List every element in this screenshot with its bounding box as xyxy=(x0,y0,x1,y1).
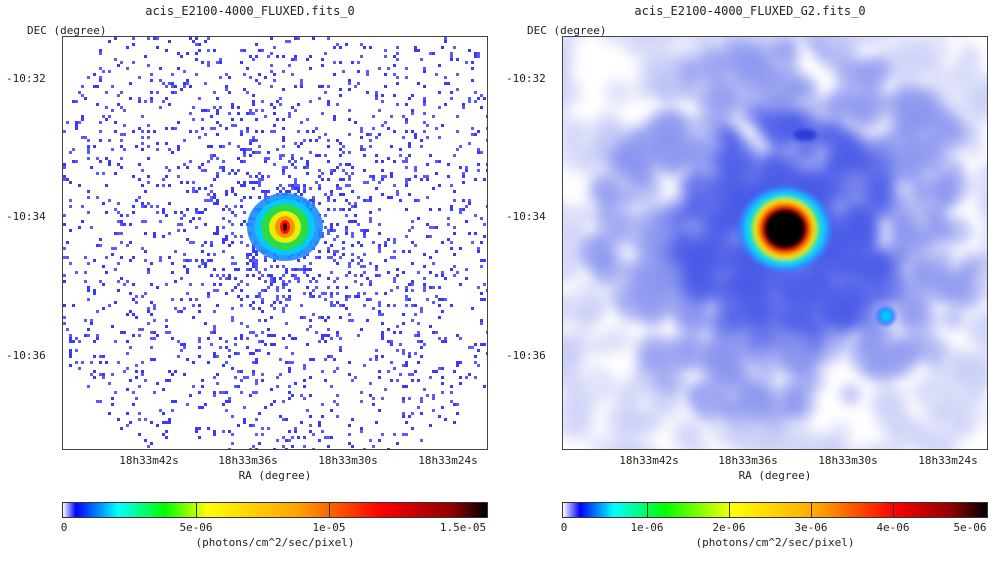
right-y-axis-label: DEC (degree) xyxy=(527,24,607,37)
left-x-axis-label: RA (degree) xyxy=(238,469,312,482)
left-colorbar-label: 0 xyxy=(60,521,68,534)
left-x-tick-label: 18h33m36s xyxy=(218,454,278,467)
right-image-panel: acis_E2100-4000_FLUXED_G2.fits_0 DEC (de… xyxy=(500,0,1000,572)
left-y-tick-label: -10:36 xyxy=(6,349,46,362)
left-y-axis-label: DEC (degree) xyxy=(27,24,107,37)
left-y-tick-label: -10:32 xyxy=(6,72,46,85)
right-y-tick-label: -10:34 xyxy=(506,210,546,223)
right-colorbar-label: 1e-06 xyxy=(630,521,664,534)
right-colorbar-unit: (photons/cm^2/sec/pixel) xyxy=(695,536,855,549)
right-x-tick-label: 18h33m24s xyxy=(918,454,978,467)
left-x-tick-label: 18h33m42s xyxy=(119,454,179,467)
right-colorbar-label: 4e-06 xyxy=(876,521,910,534)
left-colorbar-label: 1.5e-05 xyxy=(439,521,487,534)
right-x-tick-label: 18h33m36s xyxy=(718,454,778,467)
right-colorbar-label: 2e-06 xyxy=(712,521,746,534)
left-x-tick-label: 18h33m30s xyxy=(318,454,378,467)
left-x-tick-label: 18h33m24s xyxy=(418,454,478,467)
right-colorbar-label: 0 xyxy=(560,521,568,534)
right-x-axis-label: RA (degree) xyxy=(738,469,812,482)
right-colorbar-label: 5e-06 xyxy=(953,521,987,534)
right-panel-title: acis_E2100-4000_FLUXED_G2.fits_0 xyxy=(634,4,866,18)
right-colorbar-label: 3e-06 xyxy=(794,521,828,534)
right-x-tick-label: 18h33m30s xyxy=(818,454,878,467)
left-y-tick-label: -10:34 xyxy=(6,210,46,223)
left-colorbar-unit: (photons/cm^2/sec/pixel) xyxy=(195,536,355,549)
right-y-tick-label: -10:36 xyxy=(506,349,546,362)
right-y-tick-label: -10:32 xyxy=(506,72,546,85)
right-image-canvas xyxy=(563,37,987,449)
left-image-panel: acis_E2100-4000_FLUXED.fits_0 DEC (degre… xyxy=(6,4,488,549)
left-panel-title: acis_E2100-4000_FLUXED.fits_0 xyxy=(145,4,355,18)
left-colorbar-label: 5e-06 xyxy=(179,521,213,534)
right-smoothed-image[interactable] xyxy=(562,36,988,450)
left-image-canvas xyxy=(63,37,487,449)
right-colorbar xyxy=(562,502,988,518)
left-raw-image[interactable] xyxy=(62,36,488,450)
left-colorbar xyxy=(62,502,488,518)
left-colorbar-label: 1e-05 xyxy=(312,521,346,534)
right-x-tick-label: 18h33m42s xyxy=(619,454,679,467)
